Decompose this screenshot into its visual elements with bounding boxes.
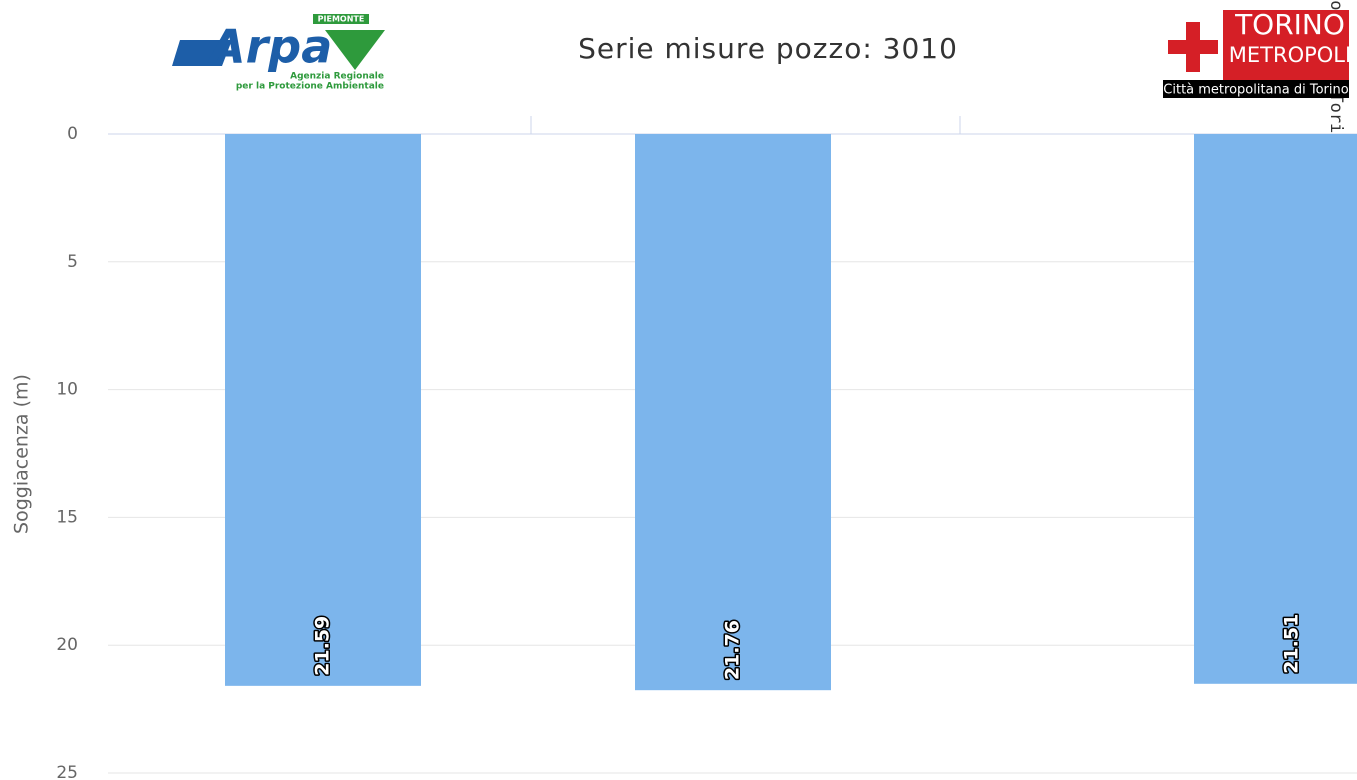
y-tick-label: 25 xyxy=(56,763,78,780)
torino-name1: TORINO xyxy=(1234,8,1345,41)
chart-title: Serie misure pozzo: 3010 xyxy=(578,32,958,65)
torino-name2: METROPOLI xyxy=(1229,43,1351,67)
value-label: 21.76 xyxy=(722,620,744,680)
arpa-region: PIEMONTE xyxy=(318,15,365,24)
y-tick-label: 5 xyxy=(67,252,78,272)
torino-caption: Città metropolitana di Torino xyxy=(1163,83,1348,98)
torino-logo: TORINO METROPOLI Città metropolitana di … xyxy=(1163,8,1351,98)
arpa-logo: PIEMONTE Arpa Agenzia Regionale per la P… xyxy=(172,14,385,92)
value-label: 21.59 xyxy=(312,616,334,676)
bar xyxy=(635,134,831,691)
y-tick-label: 10 xyxy=(56,380,78,400)
bar xyxy=(225,134,421,686)
y-tick-label: 0 xyxy=(67,124,78,144)
value-label: 21.51 xyxy=(1281,614,1303,674)
arpa-name: Arpa xyxy=(207,20,332,74)
y-tick-label: 20 xyxy=(56,635,78,655)
arpa-line2: per la Protezione Ambientale xyxy=(236,82,384,92)
y-axis-label: Soggiacenza (m) xyxy=(11,374,33,534)
bar xyxy=(1194,134,1357,684)
y-tick-label: 15 xyxy=(56,507,78,527)
arpa-line1: Agenzia Regionale xyxy=(290,72,384,82)
